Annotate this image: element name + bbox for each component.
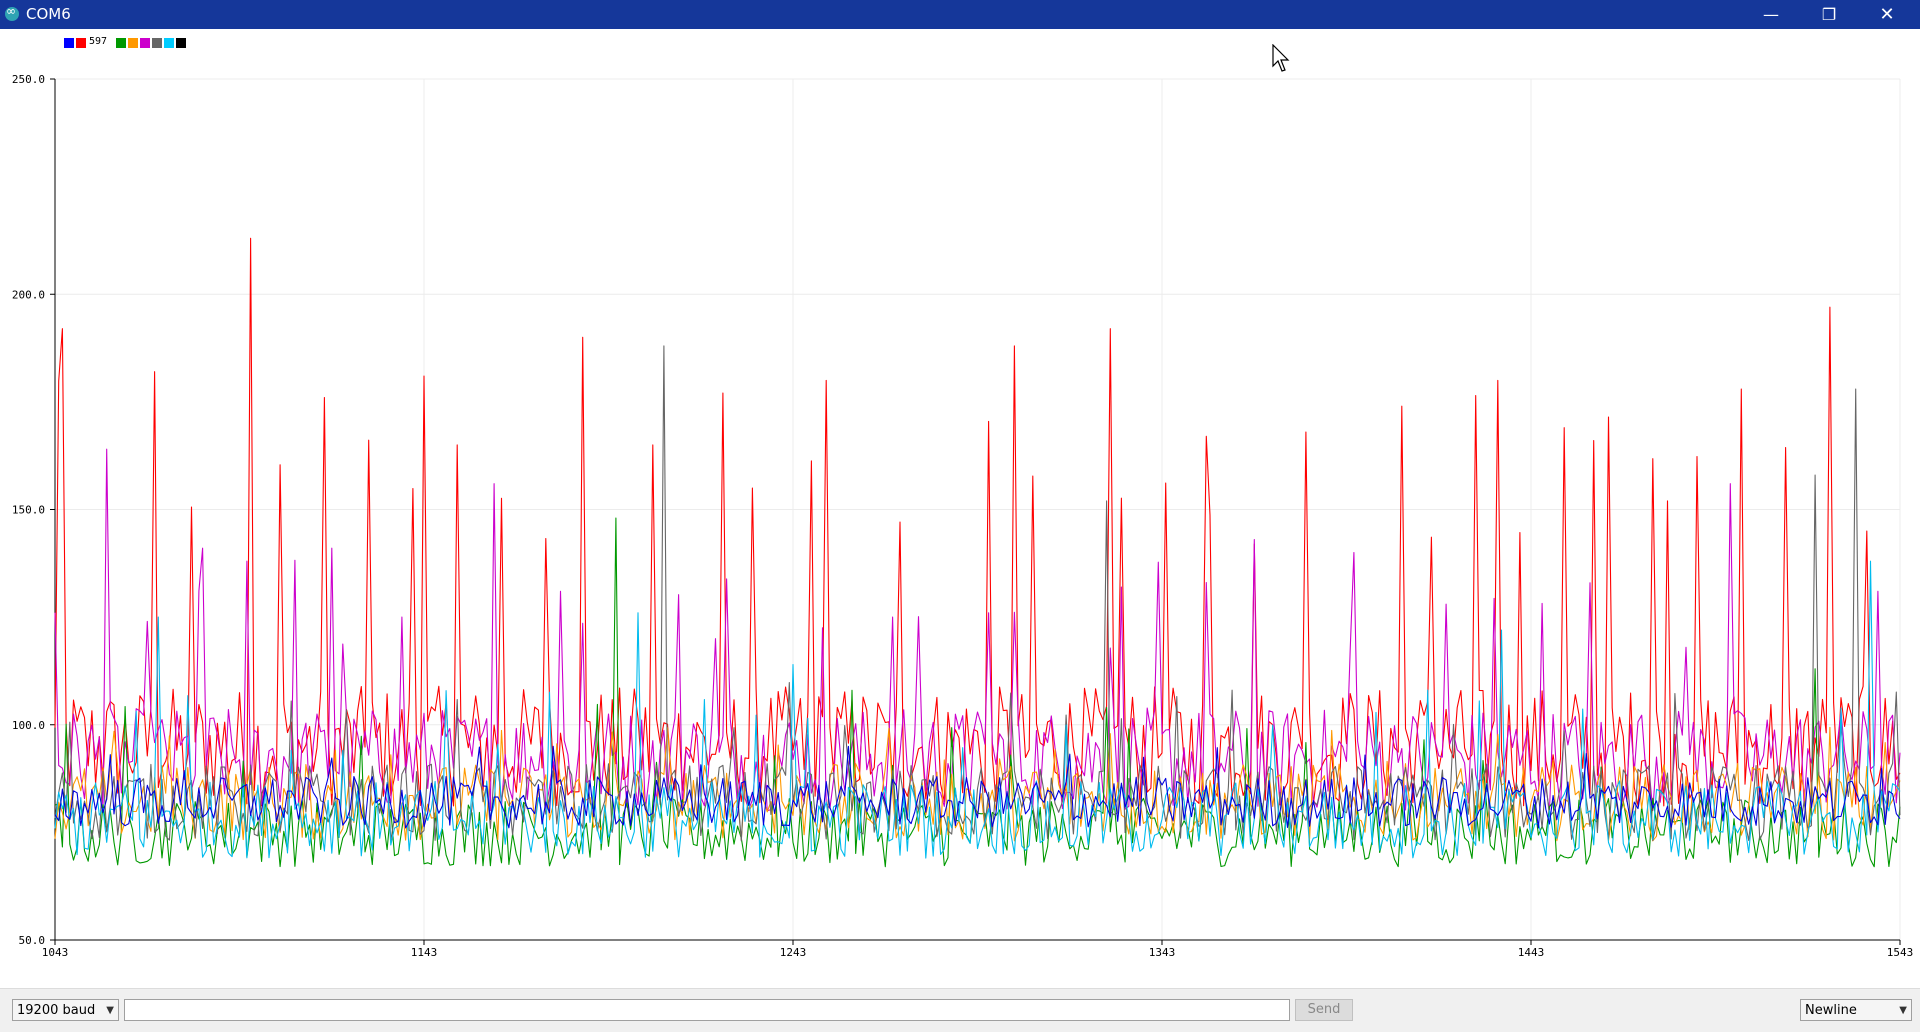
legend-swatch	[152, 38, 162, 48]
x-tick-label: 1443	[1518, 946, 1545, 959]
series-line	[54, 560, 1901, 859]
mouse-cursor-icon	[1272, 44, 1290, 72]
x-tick-label: 1343	[1149, 946, 1176, 959]
legend-swatch	[140, 38, 150, 48]
arduino-icon	[5, 4, 19, 21]
baud-rate-select[interactable]: 19200 baud ▼	[12, 999, 119, 1021]
x-tick-label: 1243	[780, 946, 807, 959]
y-tick-label: 200.0	[12, 288, 45, 301]
close-button[interactable]: ✕	[1879, 4, 1895, 25]
message-input[interactable]	[124, 999, 1290, 1021]
title-bar: COM6 — ❐ ✕	[0, 0, 1920, 29]
y-tick-label: 250.0	[12, 73, 45, 86]
serial-plot: 1043 1143 1243 1343 1443 1543 50.0 100.0 150.0 20…	[12, 73, 1914, 959]
legend-swatch	[116, 38, 126, 48]
chevron-down-icon: ▼	[106, 1005, 114, 1016]
legend-label: 597	[89, 36, 108, 47]
legend-swatch	[164, 38, 174, 48]
legend-swatch	[76, 38, 86, 48]
line-ending-value: Newline	[1805, 1003, 1857, 1018]
legend-swatch	[176, 38, 186, 48]
minimize-button[interactable]: —	[1763, 5, 1779, 24]
x-tick-label: 1043	[42, 946, 69, 959]
y-tick-label: 50.0	[19, 934, 46, 947]
send-button[interactable]: Send	[1295, 999, 1353, 1021]
series-line	[54, 448, 1901, 812]
legend-swatch	[64, 38, 74, 48]
legend-swatch	[128, 38, 138, 48]
maximize-button[interactable]: ❐	[1821, 5, 1837, 24]
chevron-down-icon: ▼	[1899, 1005, 1907, 1016]
x-tick-label: 1543	[1887, 946, 1914, 959]
y-tick-label: 100.0	[12, 719, 45, 732]
line-ending-select[interactable]: Newline ▼	[1800, 999, 1912, 1021]
series-line	[54, 745, 1901, 829]
series-line	[54, 237, 1901, 807]
bottom-toolbar: 19200 baud ▼ Send Newline ▼	[0, 988, 1920, 1032]
baud-rate-value: 19200 baud	[17, 1003, 96, 1018]
y-tick-label: 150.0	[12, 504, 45, 517]
window-title: COM6	[26, 5, 71, 23]
series-line	[54, 345, 1901, 842]
x-tick-label: 1143	[411, 946, 438, 959]
